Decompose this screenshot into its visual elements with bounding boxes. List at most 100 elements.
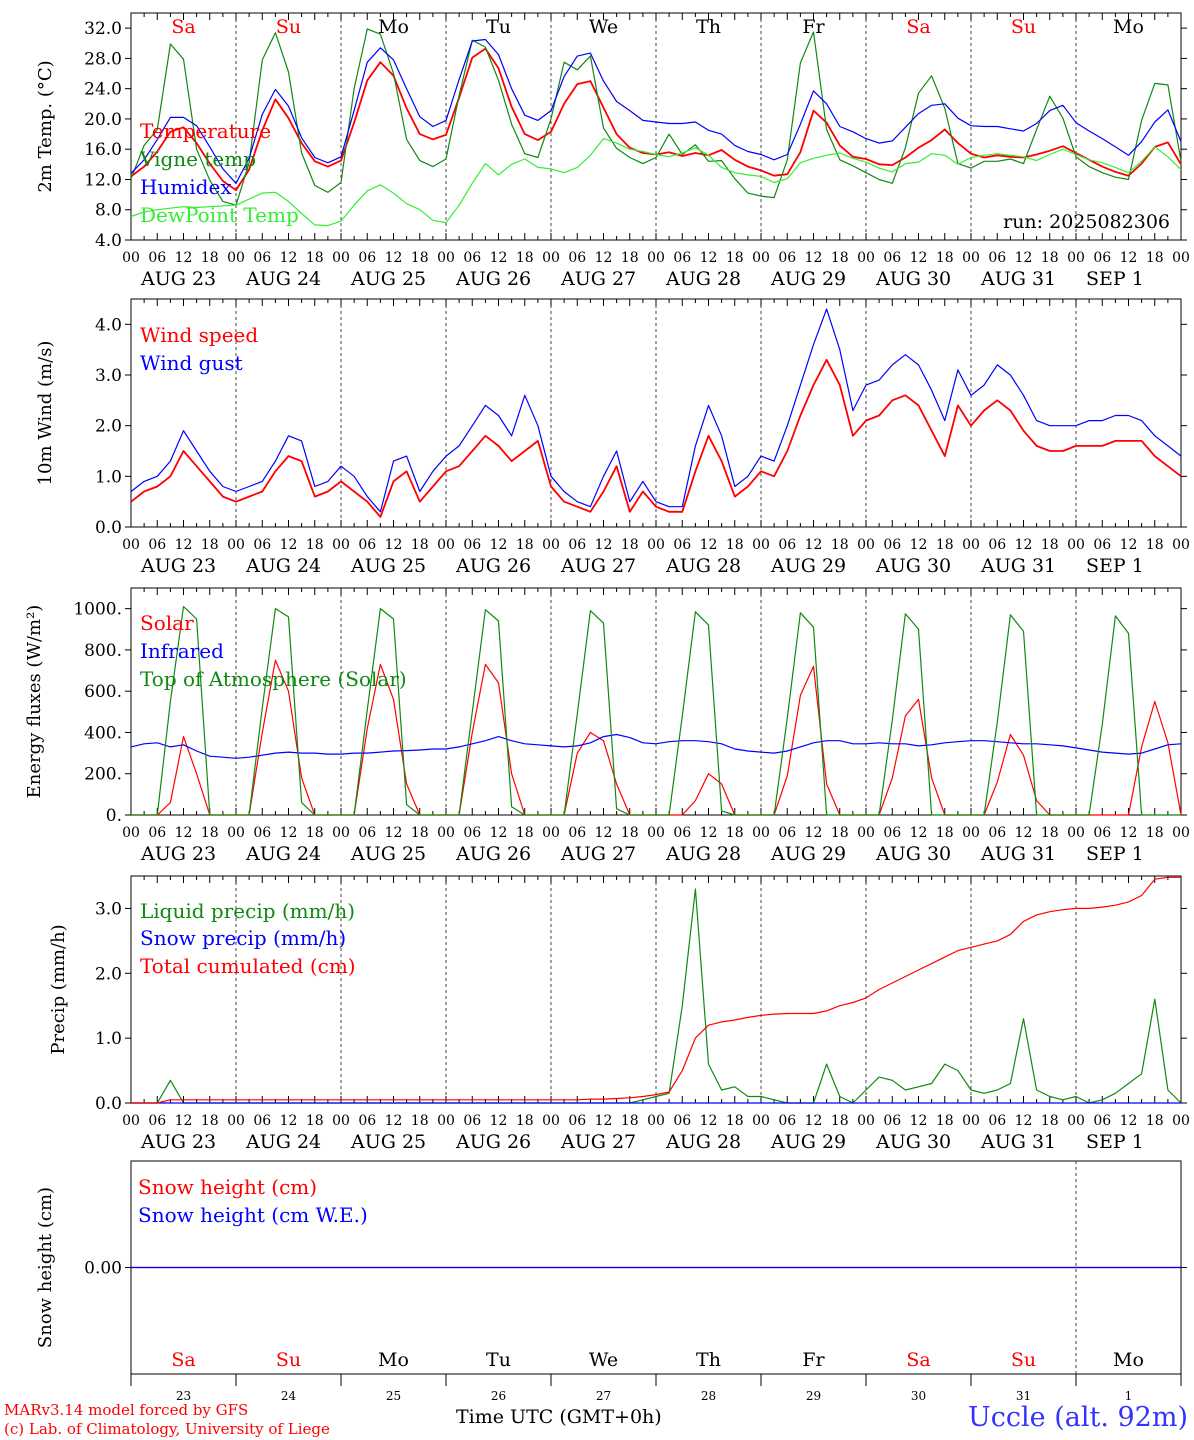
hour-tick-label: 18: [411, 250, 429, 266]
hour-tick-label: 06: [778, 537, 796, 553]
hour-tick-label: 12: [385, 825, 403, 841]
hour-tick-label: 12: [1015, 250, 1033, 266]
hour-tick-label: 18: [201, 825, 219, 841]
hour-tick-label: 00: [752, 825, 770, 841]
date-label: AUG 29: [770, 1131, 846, 1153]
hour-tick-label: 12: [700, 537, 718, 553]
hour-tick-label: 06: [463, 537, 481, 553]
hour-tick-label: 12: [805, 250, 823, 266]
hour-tick-label: 18: [1146, 825, 1164, 841]
series-line-1: [130, 358, 1182, 518]
hour-tick-label: 12: [1120, 250, 1138, 266]
day-number-label: 28: [701, 1389, 716, 1403]
hour-tick-label: 18: [831, 825, 849, 841]
hour-tick-label: 00: [962, 825, 980, 841]
hour-tick-label: 12: [1015, 1113, 1033, 1129]
hour-tick-label: 18: [201, 537, 219, 553]
hour-tick-label: 06: [988, 825, 1006, 841]
credit-line-1: MARv3.14 model forced by GFS: [4, 1401, 249, 1419]
day-number-label: 27: [596, 1389, 611, 1403]
date-label: AUG 29: [770, 268, 846, 290]
y-tick-label: 2.0: [95, 964, 122, 984]
date-label: AUG 28: [665, 1131, 741, 1153]
hour-tick-label: 06: [358, 825, 376, 841]
legend-entry-2: Snow precip (mm/h): [140, 926, 346, 950]
hour-tick-label: 00: [962, 1113, 980, 1129]
date-label: AUG 27: [560, 1131, 636, 1153]
hour-tick-label: 00: [437, 250, 455, 266]
y-tick-label: 1.0: [95, 467, 122, 487]
date-label: AUG 30: [875, 268, 951, 290]
hour-tick-label: 12: [595, 1113, 613, 1129]
legend-entry-4: DewPoint Temp: [140, 203, 299, 227]
hour-tick-label: 00: [857, 1113, 875, 1129]
hour-tick-label: 00: [647, 825, 665, 841]
hour-tick-label: 06: [463, 825, 481, 841]
hour-tick-label: 18: [621, 825, 639, 841]
y-tick-label: 20.0: [84, 110, 122, 130]
date-label: AUG 25: [350, 268, 426, 290]
panel-1: 4.0 8.0 12.0 16.0 20.0 24.0 28.0 32.0 2m Temp. (…: [35, 12, 1190, 290]
weekday-label-top: Su: [276, 16, 301, 38]
date-label: AUG 24: [245, 268, 321, 290]
y-axis-label: Precip (mm/h): [48, 924, 69, 1054]
y-axis-label: 2m Temp. (°C): [35, 60, 56, 192]
hour-tick-label: 00: [857, 250, 875, 266]
hour-tick-label: 06: [463, 250, 481, 266]
weekday-label-bottom: Tu: [486, 1349, 511, 1371]
date-label: AUG 28: [665, 268, 741, 290]
date-label: AUG 24: [245, 843, 321, 865]
hour-tick-label: 06: [673, 250, 691, 266]
hour-tick-label: 18: [516, 1113, 534, 1129]
date-label: AUG 31: [980, 268, 1056, 290]
hour-tick-label: 00: [962, 537, 980, 553]
hour-tick-label: 06: [463, 1113, 481, 1129]
weekday-label-bottom: Mo: [1113, 1349, 1144, 1371]
y-axis-label: Energy fluxes (W/m²): [24, 605, 45, 799]
y-axis-label: Snow height (cm): [35, 1187, 56, 1348]
hour-tick-label: 12: [280, 1113, 298, 1129]
hour-tick-label: 06: [778, 250, 796, 266]
hour-tick-label: 06: [148, 825, 166, 841]
hour-tick-label: 12: [1015, 537, 1033, 553]
y-tick-label: 3.0: [95, 899, 122, 919]
hour-tick-label: 00: [752, 1113, 770, 1129]
series-line-2: [130, 733, 1182, 759]
hour-tick-label: 06: [883, 825, 901, 841]
hour-tick-label: 12: [595, 825, 613, 841]
series-line-2: [130, 28, 1182, 206]
hour-tick-label: 06: [253, 250, 271, 266]
date-label: AUG 26: [455, 1131, 531, 1153]
legend-entry-1: Temperature: [140, 119, 271, 143]
hour-tick-label: 00: [122, 825, 140, 841]
date-label: SEP 1: [1086, 268, 1144, 290]
hour-tick-label: 18: [1041, 537, 1059, 553]
weekday-label-bottom: Sa: [906, 1349, 930, 1371]
day-number-label: 26: [491, 1389, 506, 1403]
weekday-label-bottom: We: [589, 1349, 618, 1371]
hour-tick-label: 00: [122, 1113, 140, 1129]
hour-tick-label: 00: [437, 537, 455, 553]
hour-tick-label: 00: [437, 825, 455, 841]
hour-tick-label: 18: [201, 1113, 219, 1129]
series-line-2: [130, 308, 1182, 513]
weekday-label-top: Mo: [1113, 16, 1144, 38]
hour-tick-label: 00: [1067, 250, 1085, 266]
hour-tick-label: 18: [726, 1113, 744, 1129]
weekday-label-top: Su: [1011, 16, 1036, 38]
hour-tick-label: 06: [358, 537, 376, 553]
hour-tick-label: 06: [568, 537, 586, 553]
date-label: AUG 29: [770, 555, 846, 577]
date-label: AUG 24: [245, 555, 321, 577]
credit-line-2: (c) Lab. of Climatology, University of L…: [4, 1420, 330, 1438]
legend-entry-1: Wind speed: [140, 323, 258, 347]
y-tick-label: 8.0: [95, 201, 122, 221]
y-tick-label: 0.0: [95, 1094, 122, 1114]
hour-tick-label: 06: [1093, 250, 1111, 266]
hour-tick-label: 00: [542, 825, 560, 841]
hour-tick-label: 12: [910, 537, 928, 553]
hour-tick-label: 00: [122, 537, 140, 553]
weekday-label-bottom: Fr: [802, 1349, 825, 1371]
y-tick-label: 0.: [106, 806, 122, 826]
